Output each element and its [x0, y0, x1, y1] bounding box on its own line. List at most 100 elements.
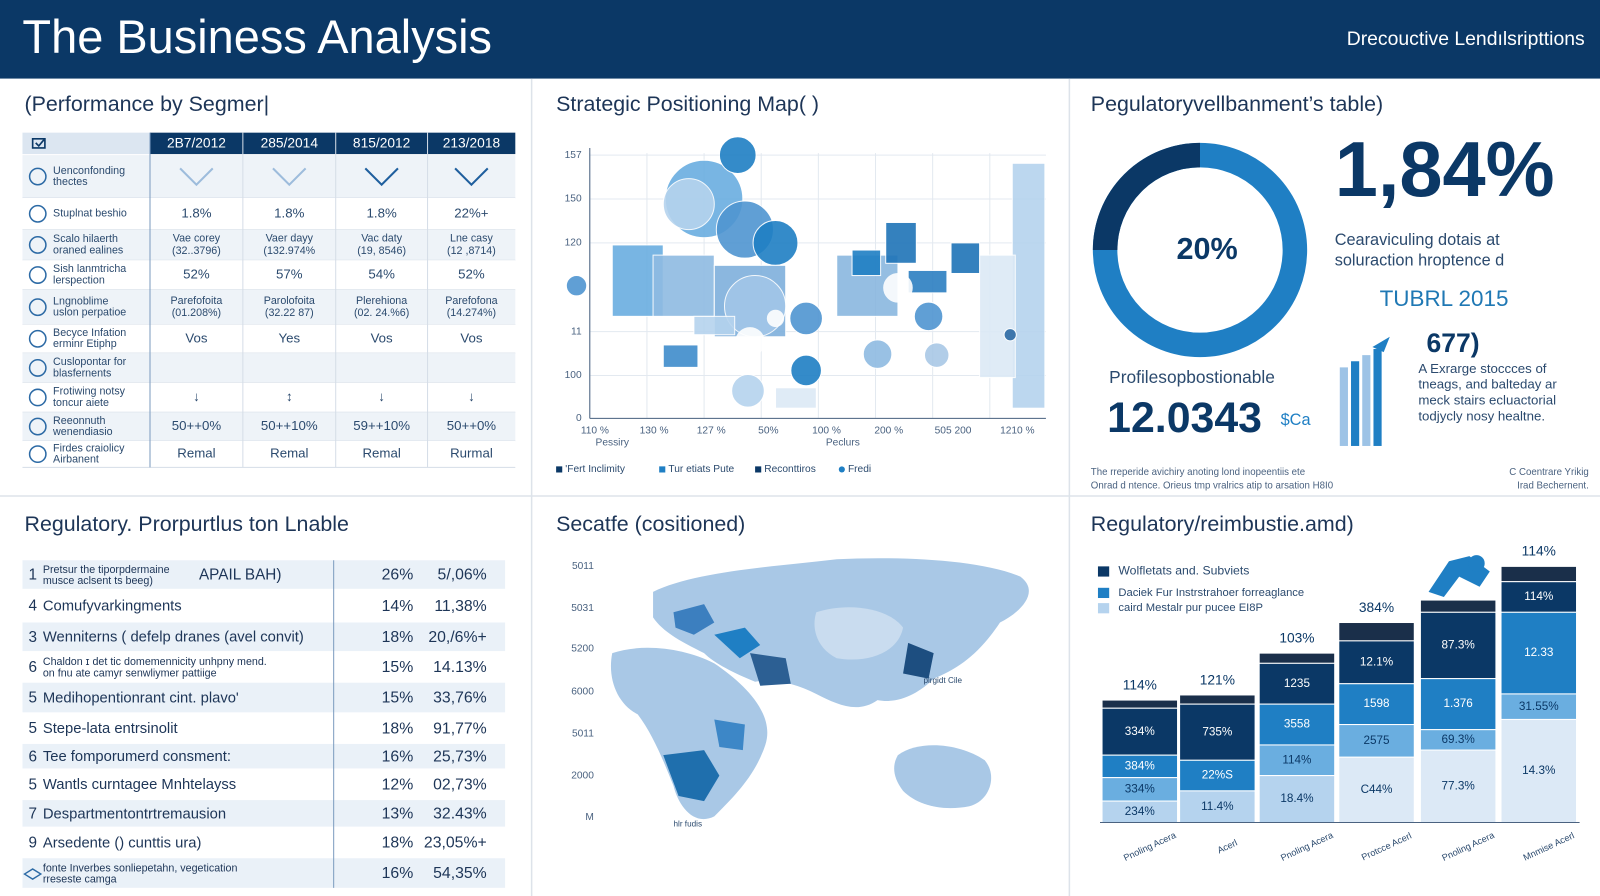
segment-label: 1235: [1284, 677, 1311, 690]
x-label: Pnoling Acera: [1279, 830, 1335, 863]
bar-segment: [1500, 565, 1578, 583]
row-label: oraned ealines: [53, 244, 123, 256]
row-value: 25,73%: [433, 748, 487, 765]
source: Irad Bechernent.: [1517, 480, 1589, 491]
row-label: Scalo hilaerth: [53, 233, 118, 245]
row-value: 02,73%: [433, 776, 487, 793]
block: [885, 221, 917, 264]
x-sublabel: Peclurs: [826, 438, 860, 449]
cell: ↕: [286, 389, 293, 404]
y-tick-label: 157: [565, 150, 582, 161]
cell: 1.8%: [274, 205, 304, 220]
row-label: Comufyvarkingments: [43, 599, 182, 615]
bubble: [752, 219, 799, 266]
row-label: Sish lanmtricha: [53, 263, 126, 275]
bar-segment: [1258, 652, 1336, 664]
legend-label: Daciek Fur Instrstrahoer forreaglance: [1118, 587, 1304, 599]
legend-label: Fredi: [848, 464, 871, 475]
row-value: 23,05%+: [424, 835, 487, 852]
segment-label: 22%S: [1202, 769, 1233, 782]
row-label: Wantls curntagee Mnhtelayss: [43, 777, 236, 793]
x-tick-label: 110 %: [581, 425, 609, 436]
legend-swatch: [838, 466, 845, 473]
row-icon: [23, 868, 43, 881]
row-number: 5: [29, 776, 38, 793]
bar-total: 114%: [1123, 677, 1157, 692]
row-number: 1: [29, 567, 38, 584]
cell: Remal: [270, 446, 308, 461]
row-label: Stuplnat beshio: [53, 208, 127, 220]
bubble: [735, 327, 765, 357]
table-row: [22, 622, 506, 652]
panel-title: Regulatory. Prorpurtlus ton Lnable: [24, 512, 348, 536]
legend-label: 'Fert Inclimity: [565, 464, 626, 475]
row-number: 5: [29, 720, 38, 737]
row-label: blasfernents: [53, 367, 111, 379]
y-tick-label: 0: [576, 413, 582, 424]
x-tick-label: 100 %: [812, 425, 841, 436]
row-number: 6: [29, 659, 38, 676]
row-label: uslon perpatioe: [53, 307, 126, 319]
table-row: [22, 155, 516, 198]
y-tick-label: 150: [565, 194, 582, 205]
column-header: 815/2012: [353, 136, 410, 151]
row-label: toncur aiete: [53, 397, 109, 409]
segment-label: 69.3%: [1442, 733, 1475, 746]
row-pct: 14%: [382, 598, 414, 615]
cell: Vos: [460, 330, 482, 345]
bubble: [662, 178, 715, 231]
legend-label: Wolfletats and. Subviets: [1118, 564, 1249, 578]
bar-segment: [1338, 621, 1415, 642]
row-number: 9: [29, 834, 38, 851]
cell: 52%: [458, 267, 485, 282]
profile-label: Profilesopbostionable: [1109, 367, 1275, 387]
bar-segment: [1500, 718, 1578, 824]
bar-segment: [1500, 611, 1578, 695]
table-row: [22, 858, 506, 888]
row-label: fonte Inverbes sonliepetahn, vegeticatio…: [43, 862, 238, 874]
legend-label: caird Mestalr pur pucee EI8P: [1118, 602, 1263, 614]
cell: (02. 24.%6): [354, 307, 409, 319]
table-row: [22, 682, 506, 713]
row-label: Cuslopontar for: [53, 356, 127, 368]
segment-label: 334%: [1125, 725, 1155, 738]
row-label: wenendiasio: [52, 426, 113, 438]
row-label: Wenniterns ( defelp dranes (avel convit): [43, 630, 304, 646]
cell: (132.974%: [263, 245, 315, 257]
cell: Parefofoita: [171, 295, 223, 307]
kpi-value: 1,84%: [1335, 127, 1555, 213]
x-tick-label: 127 %: [697, 425, 726, 436]
y-label: 5011: [572, 561, 594, 572]
segment-label: 114%: [1524, 590, 1553, 603]
bar-segment: [1338, 640, 1415, 685]
table-row: [22, 560, 506, 589]
arrow-icon: [1372, 336, 1390, 353]
row-pct: 15%: [382, 690, 414, 707]
footnote: The rreperide avichiry anoting lond inop…: [1091, 467, 1305, 478]
column-header: 285/2014: [261, 136, 319, 151]
y-label: 6000: [571, 687, 594, 698]
legend-swatch: [755, 466, 762, 473]
row-number: 3: [29, 629, 38, 646]
cell: 52%: [183, 267, 210, 282]
row-pct: 26%: [382, 567, 414, 584]
donut-label: 20%: [1177, 232, 1238, 266]
region: [814, 607, 904, 660]
y-tick-label: 11: [571, 326, 582, 337]
cell: Parefofona: [445, 295, 497, 307]
x-tick-label: 50%: [758, 425, 778, 436]
row-number: 7: [29, 805, 38, 822]
cell: Vae corey: [173, 233, 221, 245]
bar-icon: [1373, 349, 1382, 446]
panel-title: (Performance by Segmer|: [24, 92, 269, 116]
kpi-text: Cearaviculing dotais at: [1335, 231, 1500, 249]
row-label: erminr Etiphp: [53, 338, 117, 350]
header-bar: [0, 0, 1600, 79]
cell: Vos: [371, 330, 393, 345]
profile-value: 12.0343: [1107, 394, 1262, 442]
cell: 54%: [368, 267, 395, 282]
kpi-text: soluraction hroptence d: [1335, 252, 1505, 270]
segment-label: 234%: [1125, 805, 1155, 818]
row-icon: [28, 329, 47, 348]
